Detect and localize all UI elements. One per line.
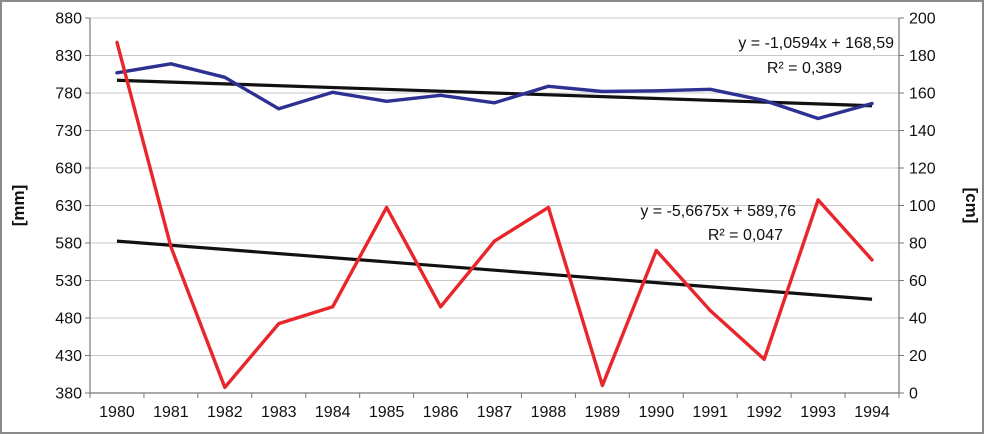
y-tick-label-right: 0 bbox=[909, 386, 918, 403]
x-tick-label: 1991 bbox=[692, 404, 728, 421]
y-tick-label-left: 780 bbox=[55, 86, 82, 103]
y-tick-label-right: 140 bbox=[909, 123, 936, 140]
y-axis-left-label: [mm] bbox=[9, 185, 28, 227]
data-point bbox=[277, 322, 281, 326]
x-tick-label: 1985 bbox=[369, 404, 405, 421]
data-point bbox=[654, 89, 658, 93]
trendline-1-equation: y = -1,0594x + 168,59 bbox=[738, 35, 894, 52]
x-tick-label: 1992 bbox=[746, 404, 782, 421]
data-point bbox=[277, 107, 281, 111]
series-lines bbox=[115, 40, 874, 390]
y-tick-label-right: 160 bbox=[909, 86, 936, 103]
data-point bbox=[546, 84, 550, 88]
data-point bbox=[816, 198, 820, 202]
data-point bbox=[762, 99, 766, 102]
data-point bbox=[385, 99, 389, 103]
x-tick-label: 1987 bbox=[477, 404, 513, 421]
data-point bbox=[493, 239, 496, 243]
data-point bbox=[439, 305, 443, 309]
data-point bbox=[169, 62, 173, 66]
data-point bbox=[493, 101, 496, 105]
data-point bbox=[115, 40, 119, 44]
y-tick-label-right: 80 bbox=[909, 236, 927, 253]
y-tick-label-left: 430 bbox=[55, 348, 82, 365]
data-point bbox=[762, 357, 766, 361]
data-point bbox=[870, 102, 874, 105]
data-point bbox=[223, 385, 227, 389]
data-point bbox=[816, 117, 820, 120]
data-point bbox=[439, 93, 443, 97]
trendline-2-r2: R² = 0,047 bbox=[708, 227, 783, 244]
data-point bbox=[708, 87, 712, 91]
x-tick-label: 1989 bbox=[585, 404, 621, 421]
y-tick-label-right: 120 bbox=[909, 161, 936, 178]
data-point bbox=[870, 258, 874, 262]
y-tick-label-left: 530 bbox=[55, 273, 82, 290]
x-tick-label: 1986 bbox=[423, 404, 459, 421]
x-tick-label: 1980 bbox=[99, 404, 135, 421]
trendline-1 bbox=[116, 78, 873, 108]
y-axis-right-ticks: 0 20 40 60 80 100 120 140 160 180 200 bbox=[899, 11, 936, 403]
x-axis-ticks: 1980 1981 1982 1983 1984 1985 1986 1987 1988 1989… bbox=[89, 393, 900, 421]
y-tick-label-right: 60 bbox=[909, 273, 927, 290]
x-tick-label: 1993 bbox=[800, 404, 836, 421]
data-point bbox=[223, 75, 227, 79]
data-point bbox=[385, 205, 389, 209]
data-point bbox=[331, 90, 335, 94]
data-point bbox=[169, 245, 173, 249]
y-tick-label-right: 100 bbox=[909, 198, 936, 215]
data-point bbox=[546, 205, 550, 209]
data-point bbox=[654, 249, 658, 252]
data-point bbox=[708, 309, 712, 312]
data-point bbox=[600, 90, 604, 93]
y-tick-label-left: 580 bbox=[55, 236, 82, 253]
data-point bbox=[331, 305, 335, 309]
data-point bbox=[115, 71, 119, 75]
x-tick-label: 1984 bbox=[315, 404, 351, 421]
y-tick-label-left: 880 bbox=[55, 11, 82, 28]
trendline-2-equation: y = -5,6675x + 589,76 bbox=[640, 203, 796, 220]
trendline-1-r2: R² = 0,389 bbox=[767, 60, 842, 77]
y-tick-label-left: 630 bbox=[55, 198, 82, 215]
y-tick-label-left: 380 bbox=[55, 386, 82, 403]
x-tick-label: 1983 bbox=[261, 404, 297, 421]
x-tick-label: 1994 bbox=[854, 404, 890, 421]
y-axis-left-ticks: 380 430 480 530 580 630 680 730 780 830 880 bbox=[55, 11, 90, 403]
x-tick-label: 1982 bbox=[207, 404, 243, 421]
y-tick-label-left: 480 bbox=[55, 311, 82, 328]
y-tick-label-left: 730 bbox=[55, 123, 82, 140]
trendlines bbox=[116, 78, 873, 301]
x-tick-label: 1988 bbox=[531, 404, 567, 421]
x-tick-label: 1981 bbox=[153, 404, 189, 421]
data-point bbox=[600, 384, 604, 387]
y-tick-label-right: 40 bbox=[909, 311, 927, 328]
y-tick-label-right: 200 bbox=[909, 11, 936, 28]
y-tick-label-right: 20 bbox=[909, 348, 927, 365]
y-tick-label-left: 680 bbox=[55, 161, 82, 178]
trendline-2 bbox=[116, 239, 873, 301]
y-axis-right-label: [cm] bbox=[962, 188, 981, 224]
x-tick-label: 1990 bbox=[639, 404, 675, 421]
y-tick-label-left: 830 bbox=[55, 48, 82, 65]
y-tick-label-right: 180 bbox=[909, 48, 936, 65]
